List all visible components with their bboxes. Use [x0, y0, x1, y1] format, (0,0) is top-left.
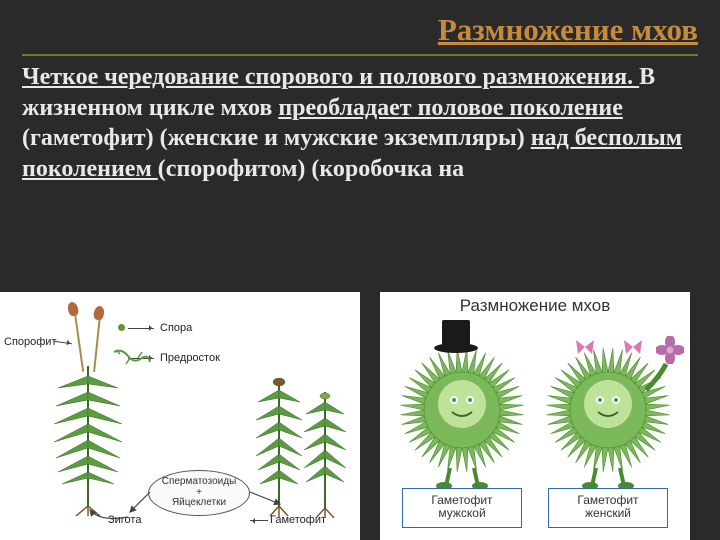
- egg-label-bottom: Яйцеклетки: [149, 498, 249, 509]
- body-text: Четкое чередование спорового и полового …: [22, 62, 698, 185]
- male-caption: Гаметофит мужской: [403, 494, 521, 519]
- female-caption-2: женский: [585, 506, 631, 520]
- body-seg-2: преобладает половое поколение: [278, 95, 623, 121]
- spore-dot: [118, 324, 125, 331]
- flower-icon: [656, 336, 684, 364]
- life-cycle-diagram: Спорофит Спора Предросток Зигота Гаметоф…: [0, 292, 360, 540]
- arrow-spore: [128, 328, 154, 329]
- egg-box: Сперматозоиды + Яйцеклетки: [148, 470, 250, 516]
- moss-right-2: [300, 392, 350, 518]
- female-box: Гаметофит женский: [548, 488, 668, 528]
- body-seg-5: (спорофитом) (коробочка на: [158, 156, 464, 182]
- arrow-gametophyte: [250, 520, 268, 521]
- body-seg-3: (гаметофит) (женские и мужские экземпляр…: [22, 125, 531, 151]
- gametophyte-diagram: Размножение мхов Гаметофит мужской Гамет…: [380, 292, 690, 540]
- label-protonema: Предросток: [160, 352, 220, 364]
- slide-title: Размножение мхов: [22, 12, 698, 48]
- seta-1: [74, 312, 84, 372]
- label-sporophyte: Спорофит: [4, 336, 57, 348]
- bow-right-icon: [624, 340, 642, 354]
- slide: Размножение мхов Четкое чередование спор…: [0, 0, 720, 540]
- capsule-1: [66, 301, 79, 317]
- male-caption-2: мужской: [438, 506, 485, 520]
- arrow-sporophyte: [54, 341, 72, 344]
- body-seg-0: Четкое чередование спорового и полового …: [22, 64, 639, 90]
- label-spore: Спора: [160, 322, 192, 334]
- male-box: Гаметофит мужской: [402, 488, 522, 528]
- female-caption: Гаметофит женский: [549, 494, 667, 519]
- moss-right-1: [252, 378, 306, 518]
- right-diagram-title: Размножение мхов: [380, 296, 690, 316]
- protonema: [112, 348, 152, 372]
- seta-2: [93, 316, 100, 372]
- female-gametophyte-icon: [542, 328, 674, 488]
- images-row: Спорофит Спора Предросток Зигота Гаметоф…: [0, 292, 720, 540]
- title-divider: [22, 54, 698, 56]
- capsule-2: [93, 305, 105, 321]
- bow-left-icon: [576, 340, 594, 354]
- moss-left: [48, 366, 128, 516]
- top-hat-icon: [432, 318, 480, 354]
